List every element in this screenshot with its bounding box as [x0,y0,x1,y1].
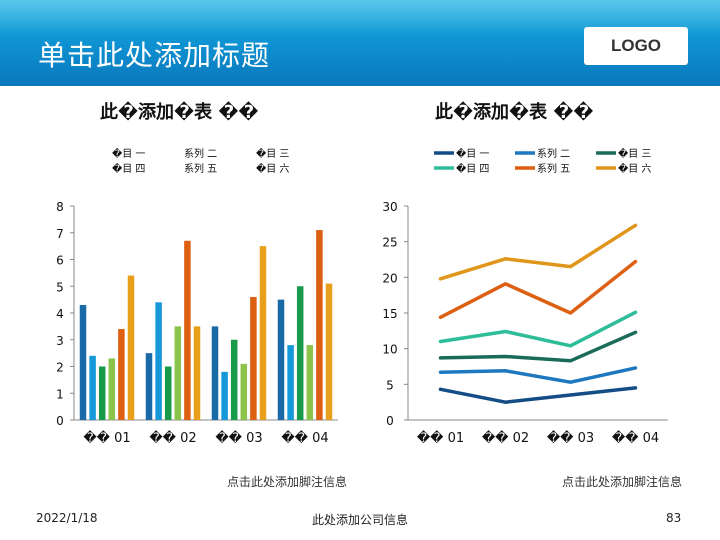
bar-mark[interactable] [184,240,191,420]
line-y-tick-label: 5 [386,378,394,392]
line-series[interactable] [438,386,638,404]
bar-y-tick-label: 7 [56,227,64,241]
line-y-tick-label: 25 [382,236,397,250]
line-y-tick-label: 0 [386,414,394,428]
bar-x-tick-label: �� 03 [215,429,262,446]
line-series[interactable] [438,366,638,384]
bar-mark[interactable] [108,358,116,420]
bar-y-tick-label: 1 [56,387,64,401]
bar-y-tick-label: 6 [56,254,64,268]
bar-x-tick-label: �� 01 [83,429,130,446]
bar-legend-label: 系列 二 [184,147,217,160]
bar-mark[interactable] [164,366,172,421]
bar-y-tick-label: 2 [56,361,64,375]
bar-mark[interactable] [79,304,87,420]
bar-mark[interactable] [221,371,228,420]
bar-x-tick-label: �� 04 [281,429,328,446]
bar-mark[interactable] [306,345,314,420]
bar-mark[interactable] [259,246,267,420]
bar-x-tick-label: �� 02 [149,429,196,446]
bar-mark[interactable] [89,355,96,420]
logo: LOGO [584,27,688,65]
bar-mark[interactable] [118,329,125,420]
line-legend-label: �目 四 [456,162,489,175]
footer-date: 2022/1/18 [36,511,98,525]
line-chart-title: 此�添加�表 �� [435,102,594,123]
line-series[interactable] [438,310,638,348]
bar-mark[interactable] [155,302,162,420]
slide-title[interactable]: 单击此处添加标题 [38,39,271,72]
bar-chart-title: 此�添加�表 �� [100,102,259,123]
bar-legend-label: �目 六 [256,162,289,175]
bar-mark[interactable] [127,275,135,420]
bar-y-tick-label: 0 [56,414,64,428]
line-legend-label: �目 三 [618,147,651,160]
line-chart-note[interactable]: 点击此处添加脚注信息 [562,475,683,489]
bar-mark[interactable] [240,363,248,420]
line-y-tick-label: 15 [382,307,397,321]
line-y-tick-label: 20 [382,271,397,285]
line-legend-label: �目 一 [456,147,489,160]
bar-y-tick-label: 8 [56,200,64,214]
bar-mark[interactable] [193,326,201,420]
bar-legend-label: �目 三 [256,147,289,160]
line-series[interactable] [438,223,638,281]
line-series[interactable] [438,330,638,363]
line-x-tick-label: �� 03 [547,429,594,446]
line-legend-label: 系列 二 [537,147,570,160]
bar-mark[interactable] [174,326,182,420]
bar-mark[interactable] [325,283,333,420]
bar-legend-label: 系列 五 [184,162,217,175]
line-y-tick-label: 30 [382,200,397,214]
bar-mark[interactable] [277,299,285,420]
bar-mark[interactable] [145,353,153,420]
line-x-tick-label: �� 02 [482,429,529,446]
bar-mark[interactable] [98,366,106,421]
bar-y-tick-label: 5 [56,280,64,294]
bar-mark[interactable] [250,296,257,420]
footer-company[interactable]: 此处添加公司信息 [312,513,409,527]
bar-mark[interactable] [296,286,304,420]
line-x-tick-label: �� 04 [612,429,659,446]
bar-y-tick-label: 3 [56,334,64,348]
bar-legend-label: �目 四 [112,162,145,175]
line-y-tick-label: 10 [382,343,397,357]
bar-mark[interactable] [230,339,238,420]
line-x-tick-label: �� 01 [417,429,464,446]
bar-mark[interactable] [287,345,294,420]
bar-y-tick-label: 4 [56,307,64,321]
bar-mark[interactable] [316,230,323,420]
bar-mark[interactable] [211,326,219,420]
line-legend-label: 系列 五 [537,162,570,175]
page-number: 83 [666,511,682,525]
bar-legend-label: �目 一 [112,147,145,160]
bar-chart-note[interactable]: 点击此处添加脚注信息 [227,475,348,489]
line-series[interactable] [438,259,638,320]
line-legend-label: �目 六 [618,162,651,175]
